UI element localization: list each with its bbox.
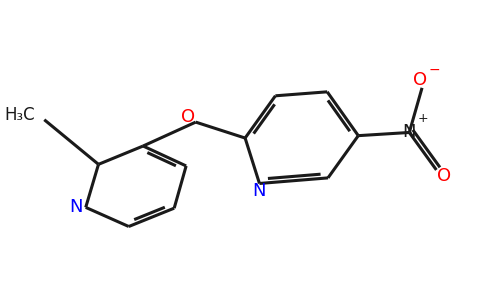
Text: H₃C: H₃C [4, 106, 35, 124]
Text: −: − [428, 63, 440, 77]
Text: +: + [418, 112, 428, 124]
Text: N: N [69, 198, 83, 216]
Text: N: N [403, 124, 416, 142]
Text: O: O [413, 71, 427, 89]
Text: N: N [253, 182, 266, 200]
Text: O: O [438, 167, 452, 185]
Text: O: O [181, 107, 195, 125]
